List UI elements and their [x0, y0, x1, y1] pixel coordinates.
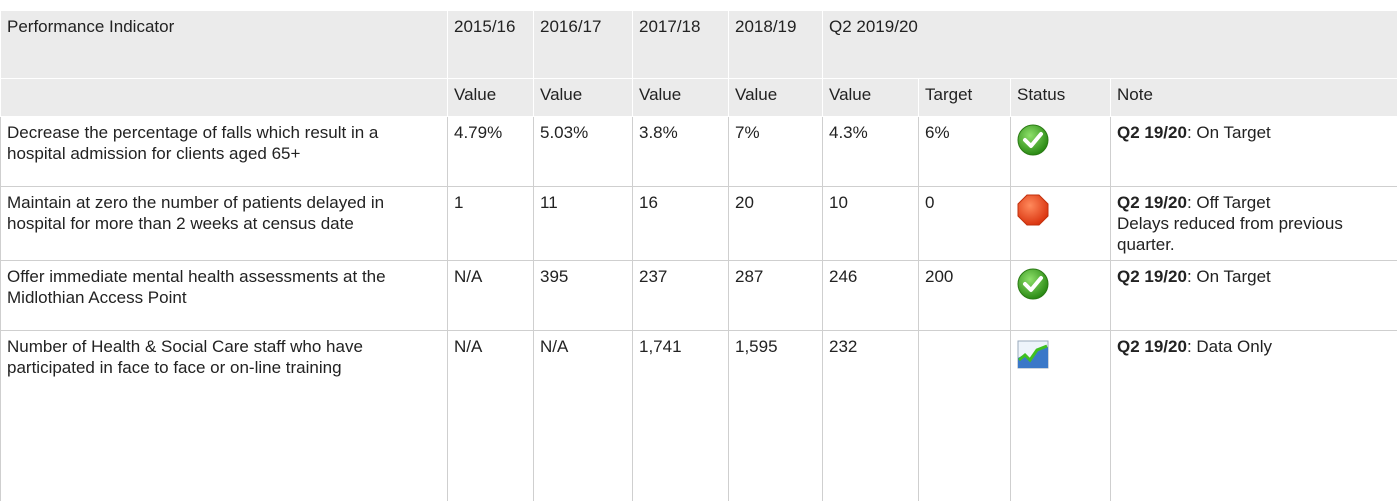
note: Q2 19/20: On Target	[1109, 116, 1397, 187]
target: 200	[918, 260, 1011, 331]
header-cell: 2018/19	[728, 10, 823, 79]
subheader-cell: Note	[1109, 78, 1397, 117]
subheader-cell: Value	[632, 78, 729, 117]
header-cell: Q2 2019/20	[821, 10, 1397, 79]
status-ok-icon	[1017, 268, 1049, 300]
header-cell: 2016/17	[533, 10, 633, 79]
status-ok-icon	[1017, 124, 1049, 156]
target: 0	[918, 186, 1011, 261]
value: 10	[822, 186, 919, 261]
indicator: Maintain at zero the number of patients …	[0, 186, 448, 261]
header-cell: Performance Indicator	[0, 10, 448, 79]
target	[918, 330, 1011, 501]
target: 6%	[918, 116, 1011, 187]
note-text: : Data Only	[1186, 337, 1272, 356]
header-cell: 2017/18	[632, 10, 729, 79]
value: N/A	[447, 260, 534, 331]
subheader-cell: Status	[1010, 78, 1111, 117]
value: 232	[822, 330, 919, 501]
status	[1010, 116, 1111, 187]
status	[1010, 186, 1111, 261]
value: 395	[533, 260, 633, 331]
header-cell	[0, 78, 448, 117]
subheader-cell: Target	[918, 78, 1011, 117]
value: 1,741	[632, 330, 729, 501]
subheader-cell: Value	[822, 78, 919, 117]
note-text: Delays reduced from previous quarter.	[1117, 214, 1343, 254]
subheader-cell: Value	[728, 78, 823, 117]
header-cell: 2015/16	[447, 10, 534, 79]
indicator: Offer immediate mental health assessment…	[0, 260, 448, 331]
subheader-cell: Value	[447, 78, 534, 117]
page: {"table": { "header": ["Performance Indi…	[0, 10, 1397, 501]
note: Q2 19/20: On Target	[1109, 260, 1397, 331]
value: 3.8%	[632, 116, 729, 187]
value: 1,595	[728, 330, 823, 501]
value: 1	[447, 186, 534, 261]
status-alert-icon	[1017, 194, 1049, 226]
status	[1010, 330, 1111, 501]
value: 16	[632, 186, 729, 261]
value: 7%	[728, 116, 823, 187]
value: 4.3%	[822, 116, 919, 187]
value: 20	[728, 186, 823, 261]
note: Q2 19/20: Off Target Delays reduced from …	[1109, 186, 1397, 261]
subheader-cell: Value	[533, 78, 633, 117]
value: 237	[632, 260, 729, 331]
indicator: Decrease the percentage of falls which r…	[0, 116, 448, 187]
indicator: Number of Health & Social Care staff who…	[0, 330, 448, 501]
note: Q2 19/20: Data Only	[1109, 330, 1397, 501]
status-data-icon	[1017, 340, 1049, 369]
note-label: Q2 19/20	[1117, 123, 1187, 142]
note-label: Q2 19/20	[1117, 267, 1187, 286]
value: 4.79%	[447, 116, 534, 187]
kpi-table: Performance Indicator 2015/16 2016/17 20…	[0, 10, 1397, 501]
value: N/A	[447, 330, 534, 501]
status	[1010, 260, 1111, 331]
note-text: : On Target	[1186, 267, 1271, 286]
value: N/A	[533, 330, 633, 501]
note-text: : Off Target	[1186, 193, 1271, 212]
note-label: Q2 19/20	[1117, 337, 1187, 356]
value: 287	[728, 260, 823, 331]
note-text: : On Target	[1186, 123, 1271, 142]
value: 246	[822, 260, 919, 331]
note-label: Q2 19/20	[1117, 193, 1187, 212]
value: 11	[533, 186, 633, 261]
value: 5.03%	[533, 116, 633, 187]
